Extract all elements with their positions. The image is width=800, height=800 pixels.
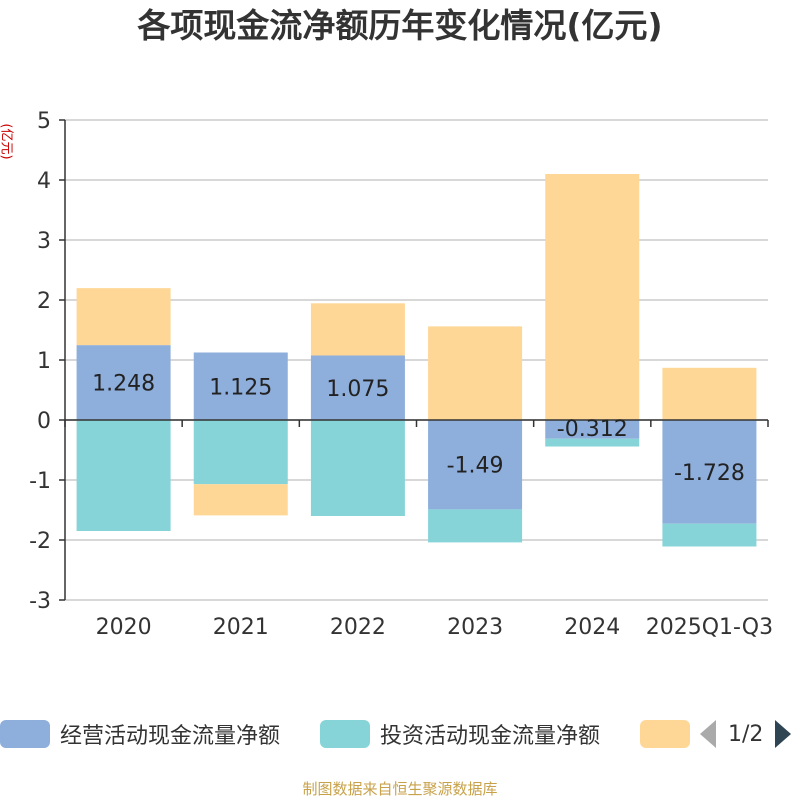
legend: 经营活动现金流量净额 投资活动现金流量净额 1/2 <box>0 716 800 752</box>
x-tick-label: 2021 <box>213 615 269 640</box>
bar-0-2023 <box>428 420 523 510</box>
bar-1-2020 <box>76 420 171 531</box>
legend-pager: 1/2 <box>700 716 792 752</box>
bar-0-2021 <box>193 352 288 420</box>
data-label: 1.125 <box>209 375 272 400</box>
x-tick-label: 2025Q1-Q3 <box>646 615 773 640</box>
data-label: 1.248 <box>92 372 155 397</box>
x-tick-label: 2023 <box>447 615 503 640</box>
bar-2-2024 <box>545 174 640 420</box>
y-tick-label: -1 <box>29 469 51 494</box>
bar-1-2025Q1-Q3 <box>662 523 757 547</box>
bar-1-2022 <box>310 420 405 516</box>
data-label: 1.075 <box>326 377 389 402</box>
legend-label: 经营活动现金流量净额 <box>60 724 281 749</box>
x-tick-label: 2020 <box>96 615 152 640</box>
bar-2-2023 <box>428 326 523 420</box>
bar-0-2020 <box>76 345 171 420</box>
bar-2-2022 <box>310 303 405 356</box>
legend-swatch <box>320 720 370 748</box>
x-tick-label: 2022 <box>330 615 386 640</box>
y-tick-label: -3 <box>29 589 51 614</box>
legend-item-investing[interactable]: 投资活动现金流量净额 <box>320 716 600 752</box>
y-tick-label: -2 <box>29 529 51 554</box>
y-tick-label: 1 <box>37 349 51 374</box>
legend-item-operating[interactable]: 经营活动现金流量净额 <box>0 716 280 752</box>
bar-1-2023 <box>428 509 523 543</box>
data-label: -1.728 <box>674 461 745 486</box>
legend-label: 投资活动现金流量净额 <box>380 724 601 749</box>
legend-next-icon[interactable] <box>775 720 792 748</box>
chart: 5 4 3 2 1 0 -1 -2 -3 2020 2021 2022 2023 2024 2025Q1-Q… <box>29 109 773 640</box>
bar-0-2022 <box>310 355 405 420</box>
y-tick-label: 3 <box>37 229 51 254</box>
legend-item-financing[interactable] <box>640 716 700 752</box>
bar-1-2021 <box>193 420 288 485</box>
bar-2-2021 <box>193 484 288 516</box>
source-note: 制图数据来自恒生聚源数据库 <box>302 780 498 798</box>
bar-1-2024 <box>545 438 640 447</box>
y-tick-label: 2 <box>37 289 51 314</box>
bar-2-2025Q1-Q3 <box>662 367 757 420</box>
legend-prev-icon[interactable] <box>700 720 716 748</box>
y-tick-label: 4 <box>37 169 51 194</box>
y-tick-label: 5 <box>37 109 51 134</box>
legend-swatch <box>640 720 690 748</box>
y-tick-label: 0 <box>37 409 51 434</box>
chart-title: 各项现金流净额历年变化情况(亿元) <box>137 6 663 45</box>
legend-page-indicator: 1/2 <box>728 721 764 747</box>
data-label: -1.49 <box>447 454 504 479</box>
data-labels: 1.248 1.125 1.075 -1.49 -0.312 -1.728 <box>92 372 745 486</box>
legend-swatch <box>0 720 50 748</box>
bar-0-2024 <box>545 420 640 439</box>
x-tick-label: 2024 <box>564 615 620 640</box>
data-label: -0.312 <box>557 417 628 442</box>
bars <box>76 174 757 547</box>
axes: 5 4 3 2 1 0 -1 -2 -3 2020 2021 2022 2023 2024 2025Q1-Q… <box>29 109 773 640</box>
bar-0-2025Q1-Q3 <box>662 420 757 524</box>
bar-2-2020 <box>76 288 171 346</box>
